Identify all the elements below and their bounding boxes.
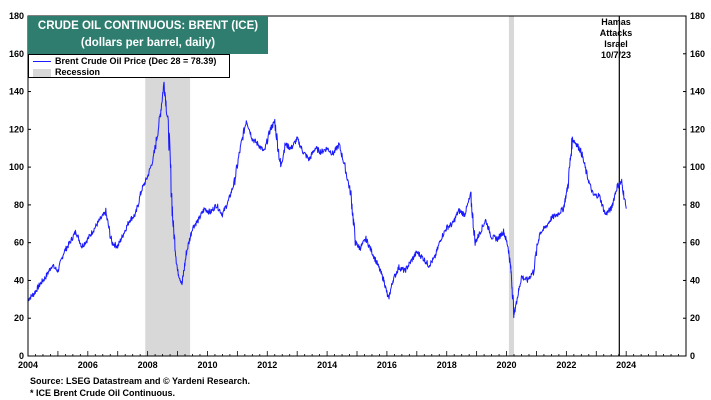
ytick-label-left-20: 20: [14, 313, 24, 323]
ytick-label-right-0: 0: [690, 351, 695, 361]
ytick-label-left-0: 0: [19, 351, 24, 361]
legend-line-swatch: [33, 61, 51, 63]
ytick-label-right-140: 140: [690, 87, 705, 97]
ytick-label-left-180: 180: [9, 11, 24, 21]
xtick-label-2018: 2018: [437, 360, 457, 370]
legend-item-brent: Brent Crude Oil Price (Dec 28 = 78.39): [33, 56, 216, 67]
source-text: Source: LSEG Datastream and © Yardeni Re…: [30, 376, 251, 386]
legend-label-recession: Recession: [55, 67, 101, 77]
chart-subtitle: (dollars per barrel, daily): [80, 37, 216, 49]
xtick-label-2020: 2020: [497, 360, 517, 370]
ytick-label-right-40: 40: [690, 275, 700, 285]
ytick-label-left-100: 100: [9, 162, 24, 172]
annotation-line-4: 10/7/23: [600, 50, 632, 60]
xtick-label-2024: 2024: [616, 360, 636, 370]
ytick-label-right-160: 160: [690, 49, 705, 59]
series-line-brent: [27, 81, 627, 319]
xtick-label-2016: 2016: [377, 360, 397, 370]
xtick-label-2014: 2014: [317, 360, 337, 370]
recession-band-1: [508, 16, 515, 356]
ytick-label-right-100: 100: [690, 162, 705, 172]
ytick-label-right-120: 120: [690, 124, 705, 134]
xtick-label-2006: 2006: [78, 360, 98, 370]
chart-title: CRUDE OIL CONTINUOUS: BRENT (ICE): [37, 20, 259, 32]
ytick-label-right-180: 180: [690, 11, 705, 21]
legend-recession-swatch: [33, 68, 51, 77]
footnote-text: * ICE Brent Crude Oil Continuous.: [30, 388, 176, 398]
hamas-annotation: Hamas Attacks Israel 10/7/23: [578, 17, 654, 61]
annotation-line-2: Attacks: [599, 28, 633, 38]
xtick-label-2022: 2022: [556, 360, 576, 370]
xtick-label-2004: 2004: [18, 360, 38, 370]
ytick-label-left-120: 120: [9, 124, 24, 134]
ytick-label-left-60: 60: [14, 238, 24, 248]
ytick-label-left-40: 40: [14, 275, 24, 285]
chart-title-box: CRUDE OIL CONTINUOUS: BRENT (ICE) (dolla…: [28, 16, 268, 54]
legend: Brent Crude Oil Price (Dec 28 = 78.39) R…: [28, 54, 230, 78]
xtick-label-2012: 2012: [257, 360, 277, 370]
xtick-label-2010: 2010: [197, 360, 217, 370]
annotation-line-3: Israel: [604, 39, 628, 49]
ytick-label-left-160: 160: [9, 49, 24, 59]
xtick-label-2008: 2008: [138, 360, 158, 370]
legend-label-brent: Brent Crude Oil Price (Dec 28 = 78.39): [55, 56, 217, 66]
ytick-label-left-80: 80: [14, 200, 24, 210]
annotation-line-1: Hamas: [601, 17, 631, 27]
legend-item-recession: Recession: [33, 67, 100, 78]
ytick-label-right-20: 20: [690, 313, 700, 323]
source-note: Source: LSEG Datastream and © Yardeni Re…: [30, 375, 250, 399]
ytick-label-right-80: 80: [690, 200, 700, 210]
ytick-label-left-140: 140: [9, 87, 24, 97]
ytick-label-right-60: 60: [690, 238, 700, 248]
